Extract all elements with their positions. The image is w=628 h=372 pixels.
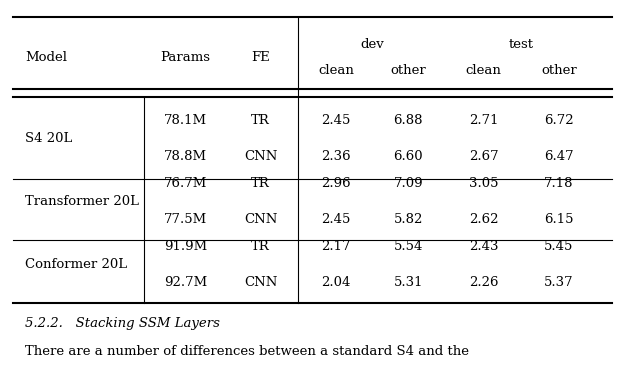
- Text: 5.31: 5.31: [394, 276, 423, 289]
- Text: There are a number of differences between a standard S4 and the: There are a number of differences betwee…: [25, 345, 469, 358]
- Text: 76.7M: 76.7M: [163, 177, 207, 190]
- Text: other: other: [391, 64, 426, 77]
- Text: 2.45: 2.45: [322, 114, 350, 126]
- Text: 2.43: 2.43: [469, 240, 498, 253]
- Text: 2.71: 2.71: [469, 114, 498, 126]
- Text: 78.1M: 78.1M: [164, 114, 207, 126]
- Text: Params: Params: [160, 51, 210, 64]
- Text: 2.45: 2.45: [322, 213, 350, 226]
- Text: 5.54: 5.54: [394, 240, 423, 253]
- Text: 2.26: 2.26: [469, 276, 498, 289]
- Text: Transformer 20L: Transformer 20L: [25, 195, 139, 208]
- Text: S4 20L: S4 20L: [25, 132, 72, 145]
- Text: dev: dev: [360, 38, 384, 51]
- Text: 6.47: 6.47: [544, 150, 574, 163]
- Text: Model: Model: [25, 51, 67, 64]
- Text: TR: TR: [251, 177, 270, 190]
- Text: 78.8M: 78.8M: [164, 150, 207, 163]
- Text: 92.7M: 92.7M: [164, 276, 207, 289]
- Text: 2.17: 2.17: [322, 240, 350, 253]
- Text: 5.37: 5.37: [544, 276, 574, 289]
- Text: TR: TR: [251, 240, 270, 253]
- Text: clean: clean: [465, 64, 502, 77]
- Text: 5.2.2.   Stacking SSM Layers: 5.2.2. Stacking SSM Layers: [25, 317, 220, 330]
- Text: CNN: CNN: [244, 150, 278, 163]
- Text: CNN: CNN: [244, 213, 278, 226]
- Text: 2.62: 2.62: [469, 213, 498, 226]
- Text: Conformer 20L: Conformer 20L: [25, 258, 127, 271]
- Text: 5.45: 5.45: [544, 240, 573, 253]
- Text: 6.72: 6.72: [544, 114, 574, 126]
- Text: CNN: CNN: [244, 276, 278, 289]
- Text: TR: TR: [251, 114, 270, 126]
- Text: 6.60: 6.60: [393, 150, 423, 163]
- Text: 6.15: 6.15: [544, 213, 573, 226]
- Text: 3.05: 3.05: [469, 177, 498, 190]
- Text: 2.36: 2.36: [321, 150, 351, 163]
- Text: 7.09: 7.09: [393, 177, 423, 190]
- Text: test: test: [509, 38, 534, 51]
- Text: 2.67: 2.67: [468, 150, 499, 163]
- Text: FE: FE: [251, 51, 270, 64]
- Text: 2.04: 2.04: [322, 276, 350, 289]
- Text: 91.9M: 91.9M: [164, 240, 207, 253]
- Text: 5.82: 5.82: [394, 213, 423, 226]
- Text: 2.96: 2.96: [321, 177, 351, 190]
- Text: 7.18: 7.18: [544, 177, 573, 190]
- Text: other: other: [541, 64, 577, 77]
- Text: 77.5M: 77.5M: [164, 213, 207, 226]
- Text: 6.88: 6.88: [394, 114, 423, 126]
- Text: clean: clean: [318, 64, 354, 77]
